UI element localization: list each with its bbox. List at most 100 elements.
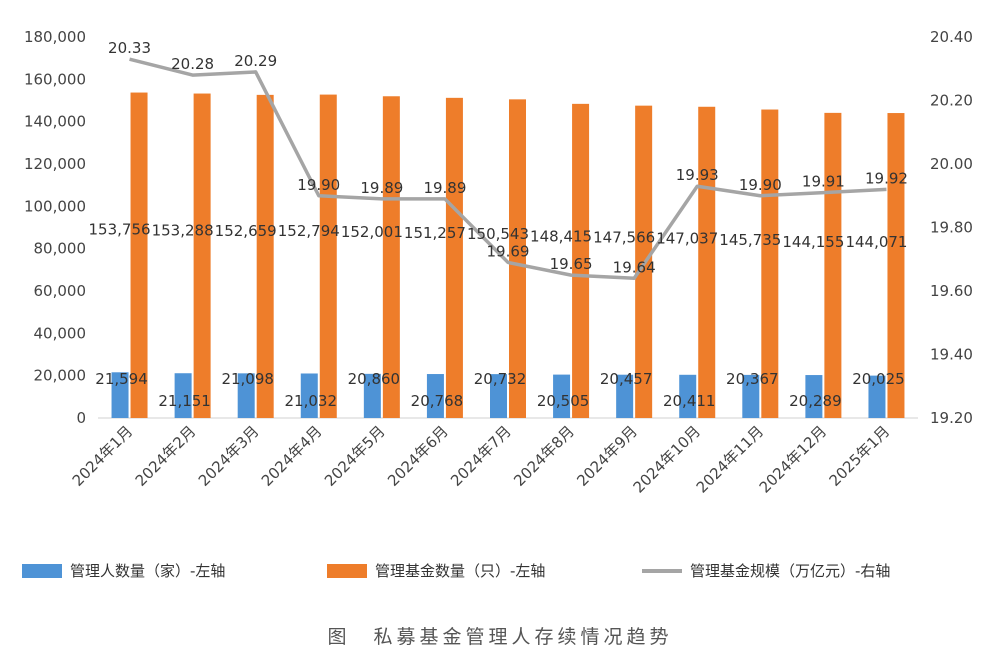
category-label: 2024年8月 xyxy=(510,422,578,490)
left-tick-label: 20,000 xyxy=(34,367,87,385)
label-funds: 152,794 xyxy=(278,222,340,240)
label-scale: 19.89 xyxy=(360,179,403,197)
bar-funds xyxy=(193,93,211,418)
label-scale: 20.28 xyxy=(171,55,214,73)
bar-managers xyxy=(553,374,571,418)
right-tick-label: 19.60 xyxy=(930,282,973,300)
right-tick-label: 20.20 xyxy=(930,92,973,110)
label-scale: 19.90 xyxy=(297,176,340,194)
left-axis: 0 20,000 40,000 60,000 80,000 100,000 120,000 1… xyxy=(24,28,86,427)
bar-managers xyxy=(805,375,823,418)
line-fund-scale xyxy=(129,57,887,281)
label-scale: 19.89 xyxy=(423,179,466,197)
right-tick-label: 20.40 xyxy=(930,28,973,46)
x-axis-categories: 2024年1月2024年2月2024年3月2024年4月2024年5月2024年… xyxy=(69,422,894,496)
bar-managers xyxy=(868,375,886,418)
right-tick-label: 20.00 xyxy=(930,155,973,173)
category-label: 2025年1月 xyxy=(826,422,894,490)
label-funds: 145,735 xyxy=(719,231,781,249)
bar-funds xyxy=(698,106,716,419)
left-tick-label: 80,000 xyxy=(34,240,87,258)
data-labels: 21,594 153,756 20.33 21,151 153,288 20.28 21,0… xyxy=(89,39,908,410)
label-managers: 21,032 xyxy=(285,392,338,410)
label-managers: 20,411 xyxy=(663,392,716,410)
bar-managers xyxy=(174,373,192,418)
bar-funds xyxy=(572,103,590,418)
label-funds: 144,155 xyxy=(782,233,844,251)
bar-managers xyxy=(616,374,634,418)
bar-funds xyxy=(319,94,337,419)
label-scale: 19.91 xyxy=(802,173,845,191)
legend-swatch xyxy=(327,564,367,578)
label-scale: 20.29 xyxy=(234,52,277,70)
bar-managers xyxy=(490,374,507,418)
legend-swatch xyxy=(22,564,62,578)
right-tick-label: 19.20 xyxy=(930,409,973,427)
label-managers: 20,768 xyxy=(411,392,464,410)
left-tick-label: 60,000 xyxy=(34,282,87,300)
scale-line xyxy=(129,57,887,281)
bar-funds xyxy=(509,99,526,418)
bar-funds xyxy=(382,96,400,418)
label-managers: 20,289 xyxy=(789,392,842,410)
bar-funds xyxy=(887,113,905,418)
bar-funds xyxy=(130,92,148,418)
category-label: 2024年5月 xyxy=(321,422,389,490)
category-label: 2024年1月 xyxy=(69,422,137,490)
label-scale: 19.69 xyxy=(487,242,530,260)
bar-managers xyxy=(742,374,760,418)
label-managers: 20,367 xyxy=(726,370,779,388)
category-label: 2024年3月 xyxy=(195,422,263,490)
bar-managers xyxy=(300,373,318,418)
bar-managers xyxy=(111,372,129,418)
label-funds: 153,756 xyxy=(89,221,151,239)
label-managers: 20,025 xyxy=(852,370,905,388)
left-tick-label: 0 xyxy=(76,409,86,427)
label-scale: 19.93 xyxy=(676,166,719,184)
left-tick-label: 100,000 xyxy=(24,197,86,215)
left-tick-label: 120,000 xyxy=(24,155,86,173)
right-tick-label: 19.40 xyxy=(930,346,973,364)
category-label: 2024年4月 xyxy=(258,422,326,490)
left-tick-label: 140,000 xyxy=(24,113,86,131)
label-managers: 20,860 xyxy=(348,370,401,388)
bar-funds xyxy=(445,97,463,418)
label-funds: 153,288 xyxy=(152,221,214,239)
label-funds: 148,415 xyxy=(530,228,592,246)
bar-managers xyxy=(426,374,444,418)
category-label: 2024年6月 xyxy=(384,422,452,490)
label-managers: 20,505 xyxy=(537,392,590,410)
label-scale: 20.33 xyxy=(108,39,151,57)
label-managers: 21,594 xyxy=(95,370,148,388)
legend-label: 管理基金数量（只）-左轴 xyxy=(375,562,545,580)
right-tick-label: 19.80 xyxy=(930,219,973,237)
label-scale: 19.90 xyxy=(739,176,782,194)
legend-label: 管理基金规模（万亿元）-右轴 xyxy=(690,562,890,580)
category-label: 2024年9月 xyxy=(573,422,641,490)
label-funds: 152,001 xyxy=(341,223,403,241)
label-managers: 21,151 xyxy=(158,392,211,410)
legend-label: 管理人数量（家）-左轴 xyxy=(70,562,225,580)
label-funds: 152,659 xyxy=(215,222,277,240)
label-scale: 19.64 xyxy=(613,258,656,276)
left-tick-label: 180,000 xyxy=(24,28,86,46)
label-scale: 19.92 xyxy=(865,169,908,187)
legend: 管理人数量（家）-左轴 管理基金数量（只）-左轴 管理基金规模（万亿元）-右轴 xyxy=(22,562,890,580)
label-managers: 20,732 xyxy=(474,370,527,388)
label-funds: 150,543 xyxy=(467,225,529,243)
category-label: 2024年2月 xyxy=(132,422,200,490)
bar-funds xyxy=(256,94,274,419)
figure-caption: 图 私募基金管理人存续情况趋势 xyxy=(327,626,672,648)
right-axis: 19.20 19.40 19.60 19.80 20.00 20.20 20.40 xyxy=(930,28,973,427)
label-managers: 21,098 xyxy=(221,370,274,388)
label-funds: 147,566 xyxy=(593,229,655,247)
bar-funds xyxy=(824,112,842,418)
label-managers: 20,457 xyxy=(600,370,653,388)
category-label: 2024年7月 xyxy=(447,422,515,490)
category-label: 2024年12月 xyxy=(756,422,830,496)
label-funds: 144,071 xyxy=(845,233,907,251)
bar-managers xyxy=(679,374,697,418)
label-funds: 151,257 xyxy=(404,224,466,242)
label-funds: 147,037 xyxy=(656,229,718,247)
